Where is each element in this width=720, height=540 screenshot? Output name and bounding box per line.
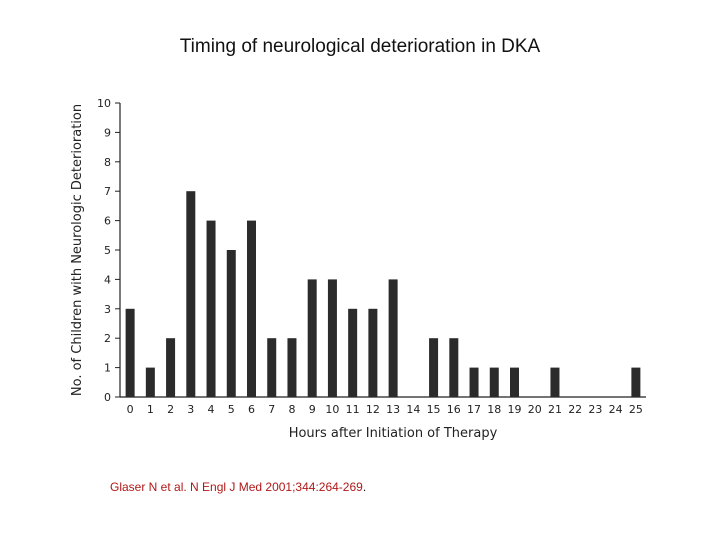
y-tick-label: 10 <box>97 97 111 110</box>
citation-period: . <box>362 480 367 494</box>
x-tick-label: 11 <box>346 403 360 416</box>
chart-bars <box>125 191 641 397</box>
x-tick-label: 3 <box>187 403 194 416</box>
x-tick-label: 13 <box>386 403 400 416</box>
y-tick-label: 2 <box>104 332 111 345</box>
x-tick-label: 6 <box>248 403 255 416</box>
bar-hour-15 <box>429 338 439 397</box>
bar-hour-7 <box>267 338 277 397</box>
x-tick-label: 12 <box>366 403 380 416</box>
bar-hour-4 <box>206 220 216 397</box>
x-tick-label: 17 <box>467 403 481 416</box>
bar-hour-12 <box>368 308 378 397</box>
y-tick-label: 8 <box>104 156 111 169</box>
x-tick-label: 10 <box>325 403 339 416</box>
x-tick-label: 5 <box>228 403 235 416</box>
x-tick-label: 7 <box>268 403 275 416</box>
bar-hour-2 <box>166 338 176 397</box>
y-tick-label: 7 <box>104 185 111 198</box>
x-tick-label: 9 <box>309 403 316 416</box>
bar-hour-1 <box>145 367 155 397</box>
x-tick-label: 8 <box>288 403 295 416</box>
x-tick-label: 19 <box>508 403 522 416</box>
x-tick-label: 16 <box>447 403 461 416</box>
chart-axes <box>119 103 646 398</box>
y-tick-label: 5 <box>104 244 111 257</box>
y-tick-label: 0 <box>104 391 111 404</box>
bar-hour-13 <box>388 279 398 397</box>
y-tick-label: 4 <box>104 273 111 286</box>
x-tick-label: 25 <box>629 403 643 416</box>
bar-hour-18 <box>489 367 499 397</box>
y-tick-label: 6 <box>104 215 111 228</box>
x-tick-label: 1 <box>147 403 154 416</box>
bar-hour-9 <box>307 279 317 397</box>
bar-hour-8 <box>287 338 297 397</box>
slide-title: Timing of neurological deterioration in … <box>179 36 541 57</box>
x-tick-label: 0 <box>127 403 134 416</box>
bar-hour-10 <box>327 279 337 397</box>
y-tick-label: 9 <box>104 126 111 139</box>
x-tick-label: 18 <box>487 403 501 416</box>
bar-hour-21 <box>550 367 560 397</box>
y-tick-label: 1 <box>104 362 111 375</box>
x-tick-label: 24 <box>609 403 623 416</box>
x-tick-label: 22 <box>568 403 582 416</box>
bar-hour-3 <box>186 191 196 397</box>
x-tick-label: 21 <box>548 403 562 416</box>
bar-hour-11 <box>348 308 358 397</box>
x-axis-label: Hours after Initiation of Therapy <box>289 426 498 441</box>
citation-text: Glaser N et al. N Engl J Med 2001;344:26… <box>110 480 363 494</box>
bar-hour-5 <box>226 250 236 397</box>
bar-hour-0 <box>125 308 135 397</box>
bar-hour-16 <box>449 338 459 397</box>
y-axis-label: No. of Children with Neurologic Deterior… <box>70 104 85 396</box>
x-tick-label: 15 <box>427 403 441 416</box>
y-tick-label: 3 <box>104 303 111 316</box>
x-tick-label: 20 <box>528 403 542 416</box>
x-tick-label: 23 <box>588 403 602 416</box>
x-tick-label: 2 <box>167 403 174 416</box>
bar-hour-19 <box>510 367 519 397</box>
citation: Glaser N et al. N Engl J Med 2001;344:26… <box>110 480 366 494</box>
bar-hour-17 <box>469 367 479 397</box>
bar-hour-6 <box>247 220 256 397</box>
x-tick-label: 4 <box>208 403 215 416</box>
bar-hour-25 <box>631 367 641 397</box>
x-tick-label: 14 <box>406 403 420 416</box>
